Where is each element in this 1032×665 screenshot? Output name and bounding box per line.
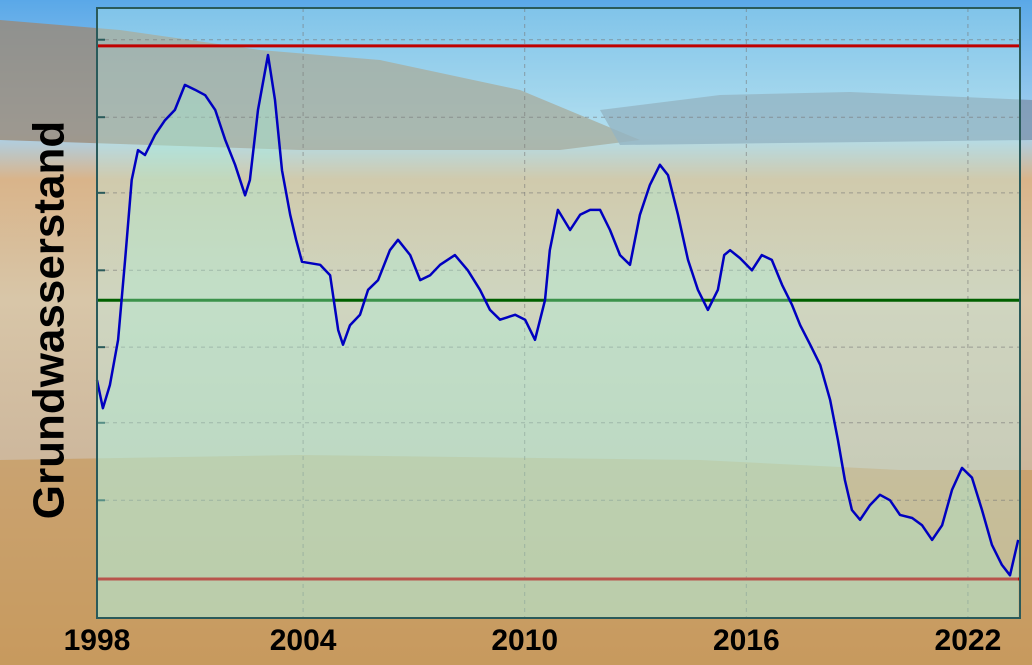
x-tick-label: 2016 (713, 624, 780, 657)
x-tick-label: 2022 (935, 624, 1002, 657)
y-axis-label: Grundwasserstand (25, 121, 74, 520)
plot-area (97, 8, 1020, 618)
foreground (0, 455, 1032, 665)
mountain (600, 92, 1032, 145)
mountain (0, 20, 640, 150)
plot-frame (96, 7, 1021, 619)
area (97, 55, 1019, 618)
plot (95, 8, 1020, 618)
line (95, 53, 1020, 577)
x-tick-label: 1998 (64, 624, 131, 657)
x-tick-label: 2010 (491, 624, 558, 657)
x-tick-label: 2004 (270, 624, 337, 657)
